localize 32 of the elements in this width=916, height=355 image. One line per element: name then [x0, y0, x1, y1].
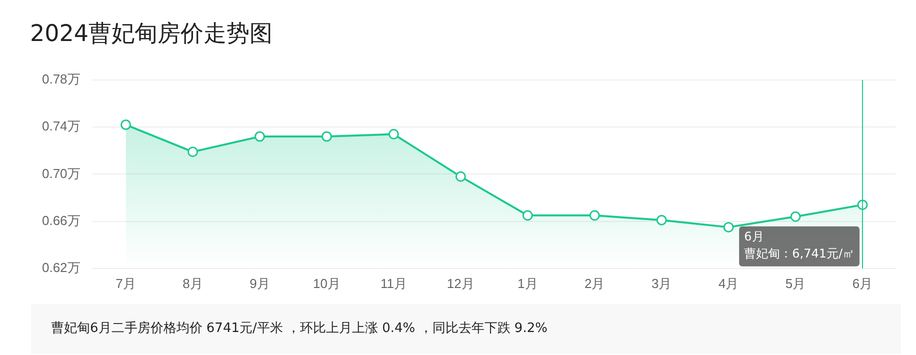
- x-tick-label: 2月: [584, 276, 605, 291]
- point: [321, 131, 332, 142]
- annotation: 曹妃甸：6,741元/㎡: [744, 246, 855, 261]
- text: 曹妃甸6月二手房价格均价 6741元/平米 ，环比上月上涨 0.4% ，同比去年下跌 9.2%: [31, 304, 901, 354]
- point: [388, 128, 399, 140]
- point: [790, 211, 801, 222]
- point: [120, 119, 132, 130]
- x-tick-label: 7月: [116, 276, 136, 291]
- x-tick-label: 5月: [785, 276, 806, 291]
- point: [188, 146, 198, 158]
- x-tick-label: 1月: [518, 276, 538, 291]
- point: [455, 171, 466, 182]
- point: [656, 214, 667, 226]
- x-tick-label: 9月: [250, 276, 270, 291]
- x-tick-label: 6月: [852, 276, 873, 291]
- y-tick-label: 0.78万: [42, 72, 80, 87]
- x-tick-label: 11月: [380, 276, 407, 291]
- point: [254, 131, 265, 142]
- point: [589, 210, 600, 221]
- x-tick-label: 12月: [446, 276, 474, 291]
- x-tick-label: 4月: [718, 276, 739, 291]
- x-tick-label: 8月: [182, 276, 203, 291]
- point: [522, 210, 533, 221]
- y-tick-label: 0.74万: [42, 118, 80, 134]
- y-tick-label: 0.62万: [42, 260, 80, 275]
- chart-title: 2024曹妃甸房价走势图: [30, 20, 273, 49]
- point: [723, 222, 734, 232]
- annotation: 6月: [744, 230, 764, 244]
- y-tick-label: 0.70万: [42, 166, 80, 181]
- y-tick-label: 0.66万: [42, 212, 80, 228]
- x-tick-label: 3月: [651, 276, 672, 291]
- x-tick-label: 10月: [312, 276, 340, 291]
